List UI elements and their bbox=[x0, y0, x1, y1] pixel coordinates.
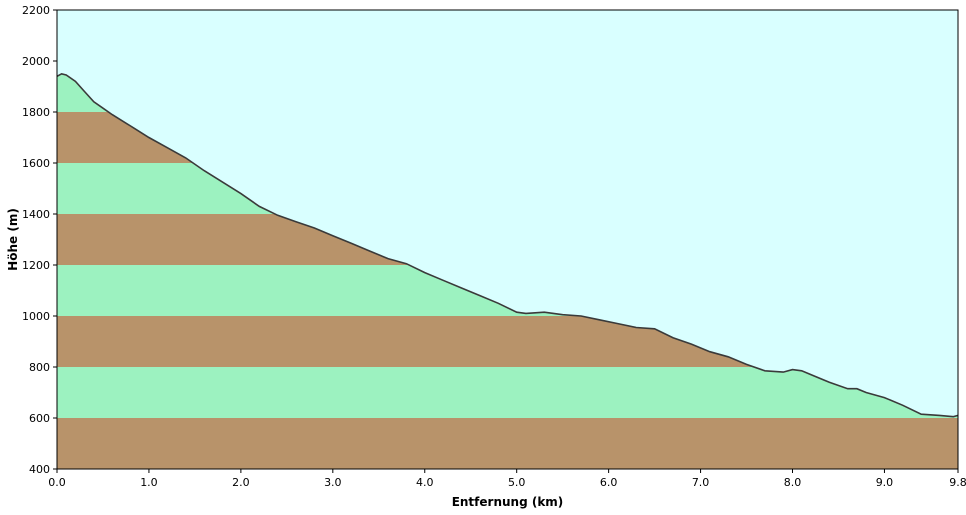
y-tick-label: 1400 bbox=[22, 208, 50, 221]
y-axis-title: Höhe (m) bbox=[6, 208, 20, 271]
x-tick-label: 0.0 bbox=[48, 476, 66, 489]
elevation-band bbox=[57, 367, 958, 418]
x-tick-label: 1.0 bbox=[140, 476, 158, 489]
y-tick-label: 600 bbox=[29, 412, 50, 425]
x-tick-label: 8.0 bbox=[784, 476, 802, 489]
y-tick-label: 1000 bbox=[22, 310, 50, 323]
x-tick-label: 4.0 bbox=[416, 476, 434, 489]
y-tick-label: 2200 bbox=[22, 4, 50, 17]
y-tick-label: 400 bbox=[29, 463, 50, 476]
x-tick-label: 3.0 bbox=[324, 476, 342, 489]
y-tick-label: 2000 bbox=[22, 55, 50, 68]
elevation-band bbox=[57, 418, 958, 469]
plot-frame bbox=[56, 9, 959, 470]
x-tick-label: 9.0 bbox=[876, 476, 894, 489]
x-tick-label: 5.0 bbox=[508, 476, 526, 489]
y-tick-label: 1800 bbox=[22, 106, 50, 119]
x-tick-label: 9.8 bbox=[949, 476, 966, 489]
y-tick-label: 1600 bbox=[22, 157, 50, 170]
profile-line bbox=[56, 72, 959, 418]
x-tick-label: 2.0 bbox=[232, 476, 250, 489]
x-tick-label: 7.0 bbox=[692, 476, 710, 489]
x-axis-title: Entfernung (km) bbox=[452, 495, 564, 509]
x-tick-label: 6.0 bbox=[600, 476, 618, 489]
y-axis: 400 600 800 1000 1200 1400 1600 1800 2000 2200 bbox=[22, 4, 57, 476]
x-axis: 0.0 1.0 2.0 3.0 4.0 5.0 6.0 7.0 8.0 9.0 9.8 bbox=[48, 469, 966, 489]
y-tick-label: 1200 bbox=[22, 259, 50, 272]
y-tick-label: 800 bbox=[29, 361, 50, 374]
